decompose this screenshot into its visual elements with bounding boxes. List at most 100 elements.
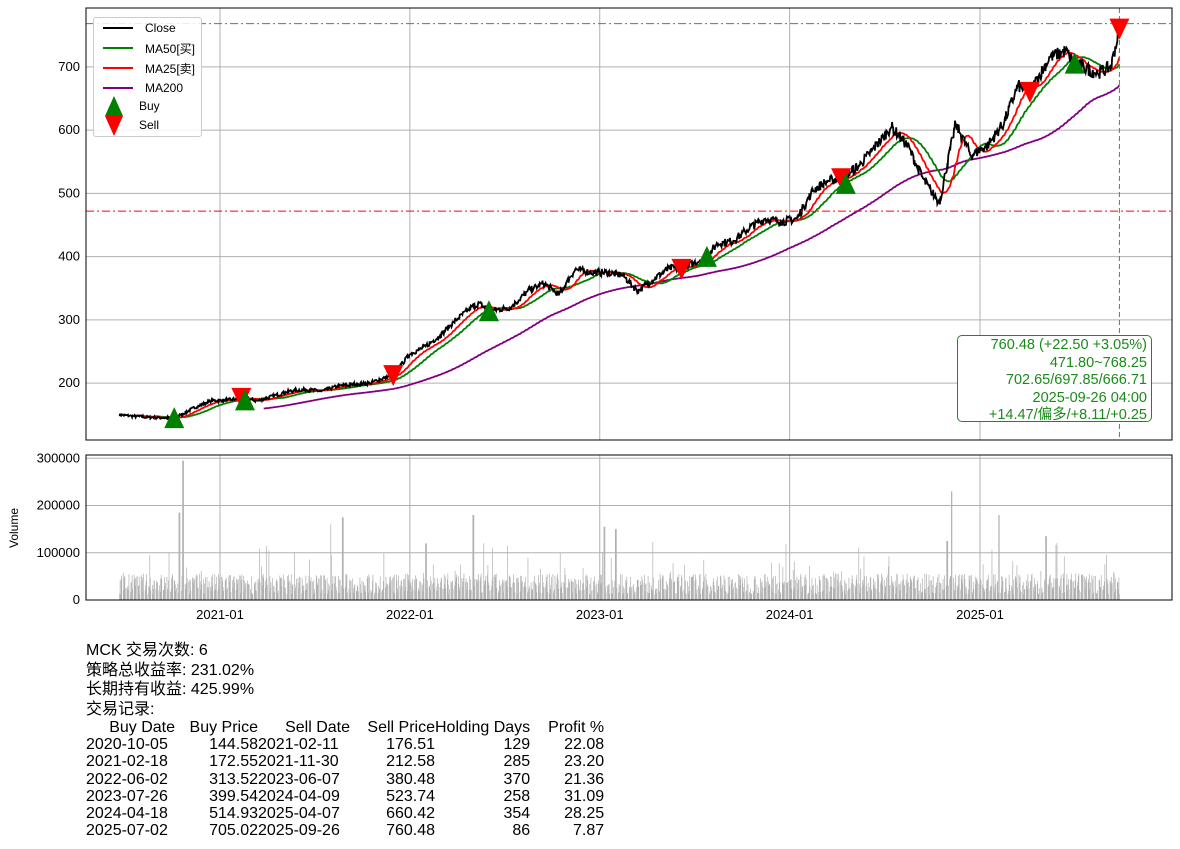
col-header: Buy Date — [109, 719, 175, 736]
volume-tick-label: 200000 — [37, 498, 80, 513]
table-cell: 129 — [503, 736, 531, 754]
table-cell: 22.08 — [564, 736, 605, 754]
buy-triangle-icon — [105, 96, 123, 116]
table-cell: 172.55 — [209, 753, 258, 771]
table-row: 2023-07-26 399.54 2024-04-09 523.74 258 31.09 — [86, 788, 604, 805]
strategy-return: 策略总收益率: 231.02% — [86, 661, 255, 679]
price-volume-chart: 2021-01 2022-01 2023-01 2024-01 2025-01 200 30… — [7, 7, 1173, 622]
table-cell: 7.87 — [573, 822, 605, 840]
table-cell: 285 — [503, 753, 531, 771]
table-cell: 2024-04-18 — [86, 805, 168, 823]
legend-buy: Buy — [139, 96, 160, 116]
table-cell: 514.93 — [209, 805, 258, 823]
table-row: 2021-02-18 172.55 2021-11-30 212.58 285 23.20 — [86, 753, 604, 770]
y-tick-label: 300 — [58, 312, 80, 327]
annotation-mas: 702.65/697.85/666.71 — [1005, 372, 1147, 389]
trade-count: MCK 交易次数: 6 — [86, 642, 208, 659]
buy-marker — [1064, 52, 1085, 74]
col-header: Holding Days — [435, 719, 531, 736]
buy-marker — [835, 172, 856, 194]
table-cell: 2025-07-02 — [86, 822, 168, 840]
legend-sell: Sell — [139, 115, 159, 135]
ma200-line — [263, 84, 1121, 410]
legend: Close MA50[买] MA25[卖] MA200 Buy Sell — [93, 17, 202, 137]
table-cell: 380.48 — [386, 770, 435, 788]
buy-marker — [164, 407, 185, 429]
legend-marker-icons — [105, 96, 123, 136]
price-axes-frame — [85, 7, 1173, 441]
close-line — [118, 25, 1121, 421]
table-cell: 23.20 — [564, 753, 605, 771]
y-tick-label: 200 — [58, 375, 80, 390]
table-cell: 2024-04-09 — [258, 787, 340, 805]
legend-ma200: MA200 — [94, 78, 183, 98]
buy-marker — [478, 300, 499, 322]
table-cell: 2021-11-30 — [258, 753, 339, 771]
legend-label: Buy — [139, 99, 160, 113]
table-row: 2020-10-05 144.58 2021-02-11 176.51 129 22.08 — [86, 736, 604, 753]
col-header: Sell Price — [367, 719, 435, 736]
legend-label: Sell — [139, 118, 160, 132]
table-cell: 370 — [503, 770, 531, 788]
table-cell: 28.25 — [564, 805, 605, 823]
records-label: 交易记录: — [86, 700, 155, 718]
x-tick-label: 2025-01 — [956, 607, 1004, 622]
table-cell: 2025-09-26 — [258, 822, 340, 840]
legend-label: MA50[买] — [145, 41, 196, 56]
col-header: Sell Date — [285, 719, 350, 736]
col-header: Profit % — [548, 719, 605, 736]
sell-marker — [671, 258, 692, 280]
table-cell: 760.48 — [386, 822, 435, 840]
buy-marker — [696, 245, 717, 267]
table-cell: 2025-04-07 — [258, 805, 340, 823]
table-cell: 354 — [503, 805, 531, 823]
table-header: Buy Date Buy Price Sell Date Sell Price … — [86, 719, 604, 736]
y-tick-label: 700 — [58, 59, 80, 74]
volume-axis-label: Volume — [7, 508, 21, 548]
table-cell: 523.74 — [386, 787, 435, 805]
buy-marker — [234, 389, 255, 411]
sell-triangle-icon — [105, 116, 123, 136]
annotation-price: 760.48 (+22.50 +3.05%) — [990, 337, 1147, 353]
table-cell: 2020-10-05 — [86, 736, 168, 754]
annotation-signal: +14.47/偏多/+8.11/+0.25 — [988, 407, 1147, 424]
col-header: Buy Price — [189, 719, 258, 736]
table-cell: 399.54 — [209, 787, 258, 805]
table-cell: 144.58 — [209, 736, 258, 754]
y-tick-label: 500 — [58, 185, 80, 200]
table-cell: 2022-06-02 — [86, 770, 168, 788]
table-cell: 2023-06-07 — [258, 770, 340, 788]
annotation-time: 2025-09-26 04:00 — [1032, 389, 1148, 406]
table-cell: 212.58 — [386, 753, 435, 771]
y-tick-label: 600 — [58, 122, 80, 137]
table-row: 2024-04-18 514.93 2025-04-07 660.42 354 28.25 — [86, 805, 604, 822]
legend-ma25: MA25[卖] — [94, 58, 195, 78]
volume-tick-label: 300000 — [37, 450, 80, 465]
table-cell: 313.52 — [209, 770, 258, 788]
summary: MCK 交易次数: 6 策略总收益率: 231.02% 长期持有收益: 425.… — [86, 641, 604, 839]
table-cell: 705.02 — [209, 822, 258, 840]
legend-label: MA200 — [145, 81, 184, 95]
hold-return: 长期持有收益: 425.99% — [86, 681, 255, 698]
volume-tick-label: 0 — [73, 592, 80, 607]
legend-close: Close — [94, 18, 176, 38]
table-cell: 2023-07-26 — [86, 787, 168, 805]
table-cell: 660.42 — [386, 805, 435, 823]
table-cell: 176.51 — [386, 736, 435, 754]
table-cell: 2021-02-18 — [86, 753, 168, 771]
table-cell: 21.36 — [564, 770, 605, 788]
price-annotation-box: 760.48 (+22.50 +3.05%) 471.80~768.25 702… — [957, 335, 1152, 424]
table-cell: 31.09 — [564, 787, 605, 805]
x-tick-label: 2023-01 — [576, 607, 624, 622]
sell-marker — [1019, 81, 1040, 103]
x-tick-label: 2024-01 — [766, 607, 814, 622]
sell-marker — [1109, 18, 1130, 40]
x-tick-label: 2021-01 — [196, 607, 244, 622]
legend-ma50: MA50[买] — [94, 38, 195, 58]
ma50-line — [154, 56, 1121, 419]
table-row: 2025-07-02 705.02 2025-09-26 760.48 86 7.87 — [86, 822, 604, 839]
sell-marker — [383, 365, 404, 387]
trade-table: Buy Date Buy Price Sell Date Sell Price … — [86, 719, 604, 839]
annotation-range: 471.80~768.25 — [1049, 354, 1147, 371]
legend-label: MA25[卖] — [145, 61, 196, 76]
